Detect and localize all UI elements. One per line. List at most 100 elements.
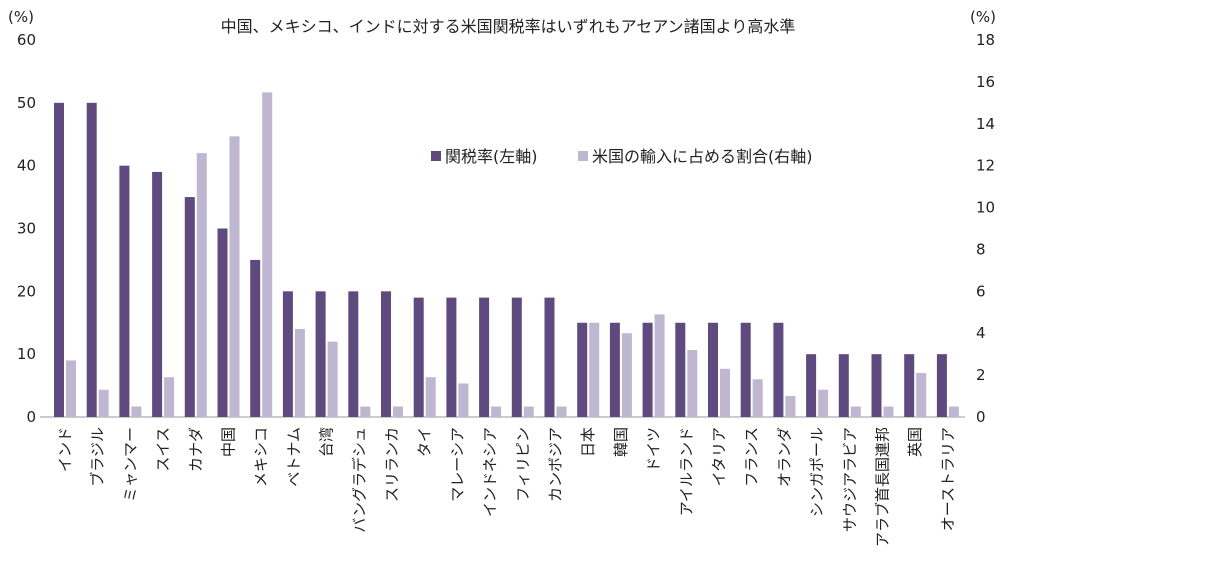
bar-import-share [687,349,698,417]
bar-import-share [785,396,796,417]
left-tick-label: 30 [17,220,36,238]
left-axis: 0 10 20 30 40 50 60 [17,31,36,426]
category-label: 韓国 [612,427,630,457]
legend-swatch-import-share [578,151,588,161]
bar-tariff [217,228,228,417]
bar-import-share [621,333,632,417]
bar-import-share [523,406,534,417]
bar-tariff [577,322,588,417]
category-label: カナダ [187,427,205,472]
category-label: フランス [743,427,761,487]
bar-tariff [544,297,555,417]
bar-import-share [654,314,665,417]
category-label: ミャンマー [121,427,139,502]
bar-tariff [315,291,326,417]
category-label: シンガポール [808,427,826,517]
right-tick-label: 2 [976,366,986,384]
right-tick-label: 16 [976,73,995,91]
right-tick-label: 18 [976,31,995,49]
category-label: ドイツ [645,427,663,472]
category-label: アラブ首長国連邦 [874,427,892,547]
left-tick-label: 50 [17,94,36,112]
bar-import-share [393,406,403,417]
right-tick-label: 0 [976,408,986,426]
bar-tariff [675,322,686,417]
bar-tariff [904,354,915,417]
category-label: マレーシア [448,427,466,502]
bar-import-share [458,383,469,417]
category-label: スリランカ [383,427,401,502]
right-tick-label: 10 [976,199,995,217]
bar-tariff [609,322,620,417]
right-axis-unit: (%) [970,8,996,26]
category-label: バングラデシュ [350,427,368,533]
bar-tariff [838,354,849,417]
right-axis: 0 2 4 6 8 10 12 14 16 18 [976,31,995,426]
category-label: イタリア [710,427,728,486]
left-tick-label: 40 [17,157,36,175]
legend-swatch-tariff [431,151,441,161]
category-label: ブラジル [89,427,107,487]
category-label: 台湾 [318,427,336,457]
legend: 関税率(左軸) 米国の輸入に占める割合(右軸) [431,147,813,166]
right-tick-label: 12 [976,157,995,175]
bar-tariff [773,322,784,417]
bar-import-share [425,377,436,417]
bar-tariff [740,322,751,417]
bar-import-share [752,379,763,417]
bar-tariff [642,322,653,417]
right-tick-label: 8 [976,240,986,258]
bar-tariff [413,297,424,417]
bar-import-share [850,406,861,417]
right-tick-label: 4 [976,324,986,342]
bar-import-share [262,92,273,417]
category-label: アイルランド [677,427,695,516]
bar-import-share [327,341,338,417]
legend-label-tariff: 関税率(左軸) [445,147,538,166]
bar-import-share [229,136,240,417]
category-label: タイ [416,427,434,457]
bar-tariff [708,322,718,417]
category-label: カンボジア [547,427,565,502]
bar-import-share [131,406,142,417]
category-label: サウジアラビア [841,427,859,532]
category-label: 英国 [906,427,924,457]
bar-tariff [479,297,490,417]
category-labels: インド ブラジル ミャンマー スイス カナダ 中国 メキシコ ベトナム 台湾 バングラデシュ スリラ… [56,427,957,547]
right-tick-label: 6 [976,282,986,300]
bar-tariff [54,102,64,417]
bar-import-share [818,389,829,417]
legend-label-import-share: 米国の輸入に占める割合(右軸) [592,147,813,166]
bar-tariff [871,354,882,417]
bar-import-share [948,406,959,417]
left-tick-label: 10 [17,345,36,363]
category-label: インド [56,427,74,472]
left-tick-label: 0 [26,408,36,426]
category-label: 日本 [579,427,597,457]
bar-tariff [184,197,195,417]
right-tick-label: 14 [976,115,995,133]
left-axis-unit: (%) [8,8,34,26]
category-label: メキシコ [252,427,270,487]
bar-tariff [446,297,457,417]
bar-tariff [282,291,293,417]
bar-import-share [360,406,371,417]
bars [54,92,959,417]
bar-tariff [936,354,947,417]
bar-tariff [119,165,130,417]
bar-import-share [98,389,109,417]
category-label: ベトナム [285,427,303,487]
bar-import-share [196,153,207,417]
category-label: 中国 [220,427,238,457]
bar-import-share [720,368,730,417]
bar-tariff [152,171,163,417]
bar-tariff [250,259,261,417]
bar-import-share [491,406,502,417]
category-label: オランダ [775,427,793,487]
chart-title: 中国、メキシコ、インドに対する米国関税率はいずれもアセアン諸国より高水準 [221,17,796,36]
left-tick-label: 60 [17,31,36,49]
category-label: インドネシア [481,427,499,517]
category-label: スイス [154,427,172,472]
left-tick-label: 20 [17,282,36,300]
